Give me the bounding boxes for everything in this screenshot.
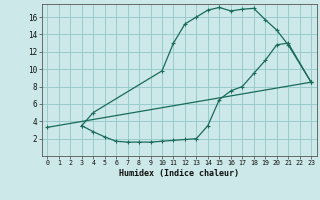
X-axis label: Humidex (Indice chaleur): Humidex (Indice chaleur): [119, 169, 239, 178]
